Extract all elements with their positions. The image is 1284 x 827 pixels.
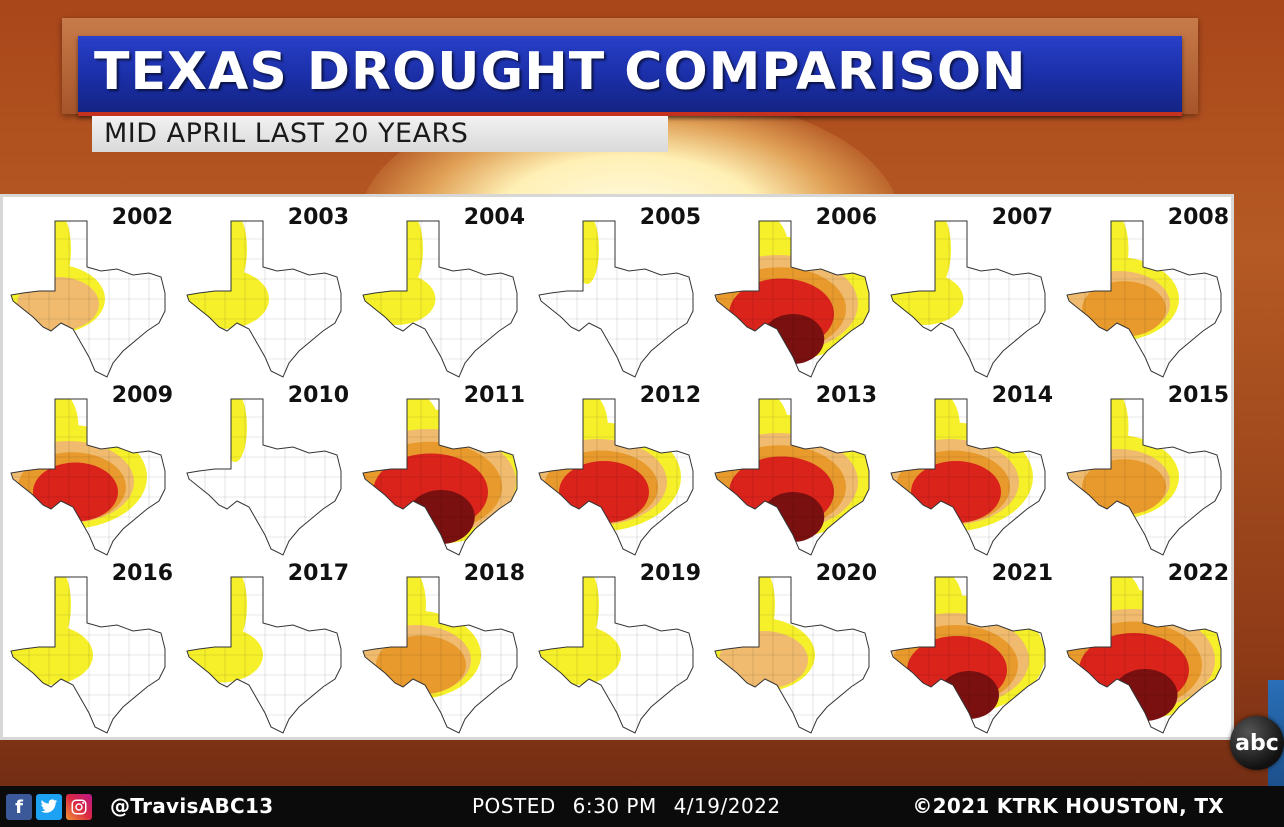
year-label: 2002: [111, 205, 173, 230]
social-handle: @TravisABC13: [110, 794, 274, 818]
texas-drought-map: [186, 220, 342, 378]
texas-drought-map: [538, 576, 694, 734]
year-label: 2019: [639, 561, 701, 586]
texas-drought-map: [1066, 220, 1222, 378]
texas-drought-map: [890, 576, 1046, 734]
twitter-icon: [36, 794, 62, 820]
drought-map-cell: 2005: [533, 199, 709, 378]
texas-drought-map: [362, 220, 518, 378]
drought-area: [33, 462, 118, 522]
texas-drought-map: [1066, 576, 1222, 734]
posted-date: 4/19/2022: [673, 794, 781, 818]
year-label: 2012: [639, 383, 701, 408]
drought-map-cell: 2014: [885, 377, 1061, 556]
texas-drought-map: [714, 220, 870, 378]
drought-area: [376, 635, 466, 695]
drought-map-cell: 2002: [5, 199, 181, 378]
drought-map-cell: 2017: [181, 555, 357, 734]
state-outline: [187, 399, 341, 555]
posted-label: POSTED: [472, 794, 556, 818]
drought-map-cell: 2021: [885, 555, 1061, 734]
drought-map-cell: 2009: [5, 377, 181, 556]
drought-map-cell: 2015: [1061, 377, 1237, 556]
drought-map-cell: 2016: [5, 555, 181, 734]
map-grid-panel: 2002 2003 2004 2005 2006 2007 2008 2009 2010 2011…: [0, 194, 1234, 740]
year-label: 2010: [287, 383, 349, 408]
texas-drought-map: [538, 220, 694, 378]
drought-map-cell: 2019: [533, 555, 709, 734]
texas-drought-map: [1066, 398, 1222, 556]
year-label: 2016: [111, 561, 173, 586]
year-label: 2003: [287, 205, 349, 230]
social-icons: f: [6, 793, 92, 821]
drought-map-cell: 2003: [181, 199, 357, 378]
drought-area: [559, 461, 649, 523]
texas-drought-map: [714, 576, 870, 734]
posted-time: 6:30 PM: [572, 794, 657, 818]
texas-drought-map: [890, 220, 1046, 378]
facebook-icon: f: [6, 794, 32, 820]
subtitle-bar: MID APRIL LAST 20 YEARS: [92, 116, 668, 152]
year-label: 2011: [463, 383, 525, 408]
title-bar: TEXAS DROUGHT COMPARISON: [78, 36, 1182, 116]
year-label: 2022: [1167, 561, 1229, 586]
texas-drought-map: [186, 398, 342, 556]
abc-logo: abc: [1230, 716, 1284, 770]
state-outline: [891, 221, 1045, 377]
state-outline: [187, 577, 341, 733]
texas-drought-map: [890, 398, 1046, 556]
state-outline: [363, 221, 517, 377]
page-subtitle: MID APRIL LAST 20 YEARS: [104, 118, 469, 149]
state-outline: [539, 221, 693, 377]
year-label: 2020: [815, 561, 877, 586]
year-label: 2017: [287, 561, 349, 586]
drought-map-cell: 2012: [533, 377, 709, 556]
drought-area: [1082, 459, 1166, 515]
drought-map-cell: 2010: [181, 377, 357, 556]
year-label: 2013: [815, 383, 877, 408]
drought-map-cell: 2018: [357, 555, 533, 734]
year-label: 2009: [111, 383, 173, 408]
texas-drought-map: [362, 398, 518, 556]
texas-drought-map: [362, 576, 518, 734]
copyright: ©2021 KTRK HOUSTON, TX: [912, 794, 1224, 818]
texas-drought-map: [10, 398, 166, 556]
drought-map-cell: 2013: [709, 377, 885, 556]
drought-map-cell: 2020: [709, 555, 885, 734]
drought-map-cell: 2004: [357, 199, 533, 378]
page-title: TEXAS DROUGHT COMPARISON: [94, 42, 1027, 102]
year-label: 2021: [991, 561, 1053, 586]
drought-area: [911, 461, 1001, 523]
footer-ticker: f @TravisABC13 POSTED 6:30 PM 4/19/2022 …: [0, 786, 1284, 827]
drought-map-cell: 2011: [357, 377, 533, 556]
year-label: 2007: [991, 205, 1053, 230]
year-label: 2015: [1167, 383, 1229, 408]
drought-map-cell: 2006: [709, 199, 885, 378]
texas-drought-map: [714, 398, 870, 556]
year-label: 2014: [991, 383, 1053, 408]
drought-map-cell: 2008: [1061, 199, 1237, 378]
drought-map-cell: 2022: [1061, 555, 1237, 734]
year-label: 2006: [815, 205, 877, 230]
year-label: 2008: [1167, 205, 1229, 230]
instagram-icon: [66, 794, 92, 820]
year-label: 2018: [463, 561, 525, 586]
drought-area: [1082, 281, 1166, 337]
posted-info: POSTED 6:30 PM 4/19/2022: [472, 794, 791, 818]
texas-drought-map: [186, 576, 342, 734]
year-label: 2005: [639, 205, 701, 230]
year-label: 2004: [463, 205, 525, 230]
texas-drought-map: [10, 576, 166, 734]
drought-map-cell: 2007: [885, 199, 1061, 378]
texas-drought-map: [10, 220, 166, 378]
texas-drought-map: [538, 398, 694, 556]
